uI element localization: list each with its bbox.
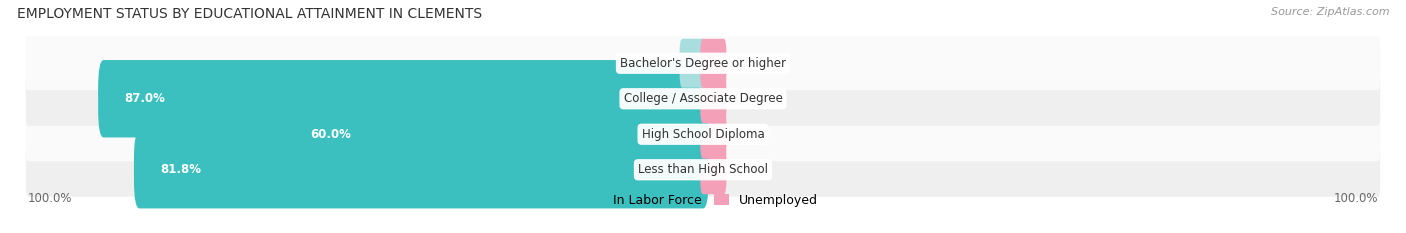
Text: 0.0%: 0.0% bbox=[643, 57, 672, 70]
Text: 0.0%: 0.0% bbox=[734, 163, 763, 176]
FancyBboxPatch shape bbox=[700, 110, 727, 159]
Text: EMPLOYMENT STATUS BY EDUCATIONAL ATTAINMENT IN CLEMENTS: EMPLOYMENT STATUS BY EDUCATIONAL ATTAINM… bbox=[17, 7, 482, 21]
Text: Bachelor's Degree or higher: Bachelor's Degree or higher bbox=[620, 57, 786, 70]
Text: High School Diploma: High School Diploma bbox=[641, 128, 765, 141]
Text: 60.0%: 60.0% bbox=[311, 128, 352, 141]
Text: College / Associate Degree: College / Associate Degree bbox=[624, 92, 782, 105]
FancyBboxPatch shape bbox=[25, 143, 1381, 197]
Text: 0.0%: 0.0% bbox=[734, 57, 763, 70]
FancyBboxPatch shape bbox=[284, 96, 709, 173]
FancyBboxPatch shape bbox=[25, 36, 1381, 90]
FancyBboxPatch shape bbox=[700, 145, 727, 194]
FancyBboxPatch shape bbox=[700, 39, 727, 88]
FancyBboxPatch shape bbox=[700, 74, 727, 123]
FancyBboxPatch shape bbox=[25, 107, 1381, 161]
Text: 100.0%: 100.0% bbox=[1334, 192, 1378, 205]
FancyBboxPatch shape bbox=[25, 72, 1381, 126]
FancyBboxPatch shape bbox=[679, 39, 706, 88]
Text: 87.0%: 87.0% bbox=[124, 92, 165, 105]
Text: Less than High School: Less than High School bbox=[638, 163, 768, 176]
Text: 81.8%: 81.8% bbox=[160, 163, 201, 176]
Text: 100.0%: 100.0% bbox=[28, 192, 72, 205]
Text: 0.0%: 0.0% bbox=[734, 128, 763, 141]
Legend: In Labor Force, Unemployed: In Labor Force, Unemployed bbox=[583, 189, 823, 212]
Text: 0.0%: 0.0% bbox=[734, 92, 763, 105]
FancyBboxPatch shape bbox=[98, 60, 709, 137]
FancyBboxPatch shape bbox=[134, 131, 709, 209]
Text: Source: ZipAtlas.com: Source: ZipAtlas.com bbox=[1271, 7, 1389, 17]
